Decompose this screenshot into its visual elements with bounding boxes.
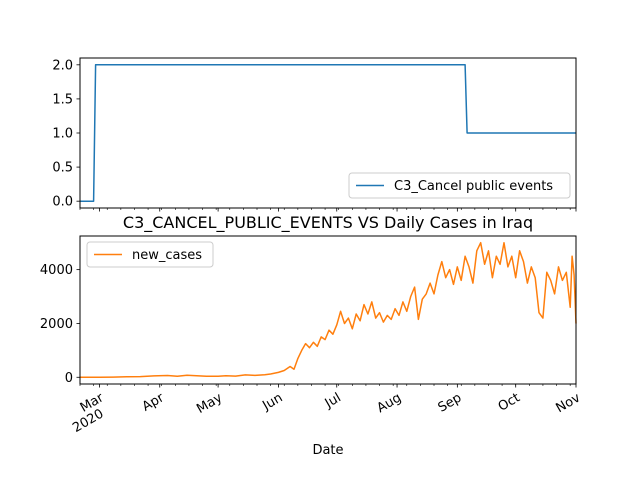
bottom-axes-frame bbox=[79, 235, 577, 385]
x-axis-label: Date bbox=[312, 443, 343, 458]
bottom-chart-title: C3_CANCEL_PUBLIC_EVENTS VS Daily Cases i… bbox=[123, 213, 533, 233]
bottom-y-ticks: 0 2000 4000 bbox=[40, 263, 80, 386]
y-tick-label: 0 bbox=[65, 371, 73, 386]
top-axes: 0.0 0.5 1.0 1.5 2.0 C3_Cancel public events bbox=[52, 57, 577, 212]
top-legend-label: C3_Cancel public events bbox=[394, 179, 553, 194]
top-y-ticks: 0.0 0.5 1.0 1.5 2.0 bbox=[52, 58, 80, 210]
x-tick-label: Jul bbox=[322, 390, 344, 411]
top-x-ticks bbox=[79, 208, 577, 212]
top-legend-box bbox=[348, 172, 571, 199]
top-series-layer bbox=[80, 64, 576, 202]
y-tick-label: 0.5 bbox=[52, 161, 73, 176]
series-line-bottom-0 bbox=[79, 241, 577, 379]
y-tick-label: 2000 bbox=[40, 317, 73, 332]
y-tick-label: 1.0 bbox=[52, 127, 73, 142]
bottom-series-layer bbox=[79, 241, 577, 379]
y-tick-label: 0.0 bbox=[52, 195, 73, 210]
bottom-legend-box bbox=[86, 241, 214, 268]
y-tick-label: 4000 bbox=[40, 263, 73, 278]
y-tick-label: 2.0 bbox=[52, 58, 73, 73]
bottom-legend-label: new_cases bbox=[132, 248, 202, 263]
series-line-top-0 bbox=[80, 64, 576, 202]
top-legend: C3_Cancel public events bbox=[348, 172, 571, 199]
y-tick-label: 1.5 bbox=[52, 92, 73, 107]
bottom-legend: new_cases bbox=[86, 241, 214, 268]
